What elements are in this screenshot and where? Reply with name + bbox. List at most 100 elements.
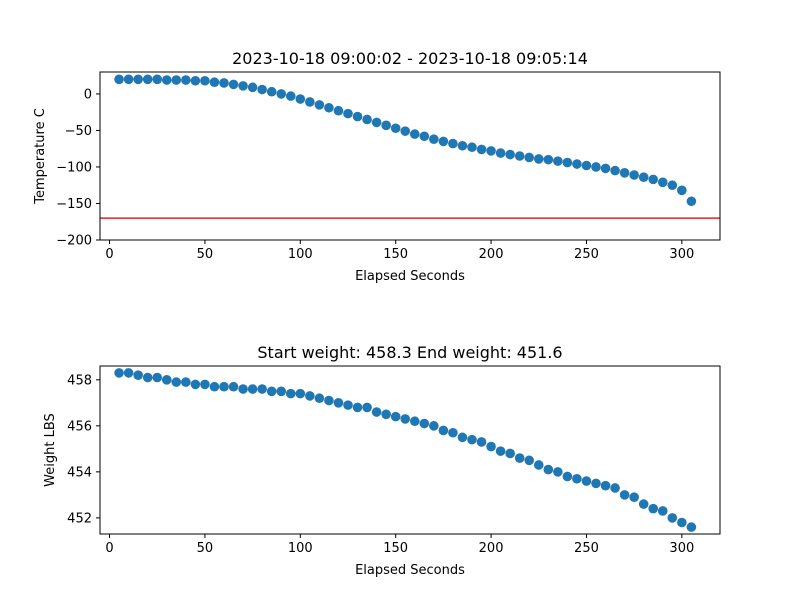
weight-data-point <box>190 379 201 390</box>
weight-data-point <box>457 432 468 443</box>
weight-data-point <box>629 492 639 502</box>
weight-data-point <box>266 386 277 397</box>
temperature-data-point <box>181 75 191 85</box>
temperature-y-tick-label: −100 <box>56 160 92 175</box>
temperature-data-point <box>400 126 411 136</box>
temperature-data-point <box>438 136 449 147</box>
temperature-data-point <box>371 117 382 128</box>
weight-x-tick-label: 200 <box>479 541 504 556</box>
temperature-x-tick-label: 200 <box>479 247 504 262</box>
temperature-data-point <box>486 146 496 156</box>
temperature-x-tick-label: 300 <box>669 247 694 262</box>
weight-y-axis-label: Weight LBS <box>43 413 58 487</box>
weight-data-point <box>486 441 496 452</box>
weight-data-point <box>228 381 239 392</box>
weight-data-point <box>390 411 401 422</box>
weight-data-point <box>543 464 554 475</box>
weight-data-point <box>257 384 267 394</box>
temperature-data-point <box>123 74 134 85</box>
weight-data-point <box>181 377 191 387</box>
temperature-data-point <box>276 89 287 99</box>
weight-data-point <box>409 416 420 427</box>
weight-data-point <box>142 372 153 383</box>
temperature-data-point <box>448 138 458 149</box>
weight-data-point <box>514 453 525 463</box>
weight-data-point <box>324 395 334 406</box>
weight-data-point <box>371 407 382 417</box>
temperature-y-tick-label: 0 <box>84 87 92 102</box>
temperature-data-point <box>629 170 639 180</box>
temperature-data-point <box>142 74 153 85</box>
weight-data-point <box>295 388 306 399</box>
temperature-data-point <box>524 152 535 163</box>
temperature-chart: 2023-10-18 09:00:02 - 2023-10-18 09:05:1… <box>33 49 721 284</box>
weight-x-tick-label: 150 <box>383 541 408 556</box>
weight-data-point <box>314 393 325 404</box>
temperature-data-point <box>419 131 430 142</box>
temperature-data-point <box>362 114 372 125</box>
weight-data-point <box>467 434 477 445</box>
weight-x-tick-label: 50 <box>197 541 214 556</box>
temperature-data-point <box>247 82 258 93</box>
weight-data-point <box>123 368 134 378</box>
weight-marks <box>114 368 697 532</box>
weight-data-point <box>448 427 458 438</box>
temperature-data-point <box>619 168 630 178</box>
temperature-data-point <box>610 165 620 176</box>
temperature-data-point <box>324 102 334 113</box>
weight-x-ticks: 0 50 100 150 200 250 300 <box>105 534 694 556</box>
temperature-data-point <box>505 149 515 160</box>
weight-data-point <box>476 437 487 447</box>
weight-chart-title: Start weight: 458.3 End weight: 451.6 <box>257 343 562 362</box>
weight-x-tick-label: 300 <box>669 541 694 556</box>
weight-data-point <box>209 381 220 392</box>
weight-data-point <box>648 503 659 514</box>
temperature-data-point <box>409 129 420 139</box>
temperature-data-point <box>352 111 363 122</box>
weight-data-point <box>305 391 315 401</box>
temperature-marks <box>100 74 720 219</box>
temperature-x-axis-label: Elapsed Seconds <box>355 269 465 284</box>
weight-data-point <box>619 490 630 500</box>
weight-data-point <box>276 386 287 397</box>
temperature-data-point <box>171 75 182 85</box>
weight-y-tick-label: 452 <box>67 511 92 526</box>
weight-data-point <box>285 388 296 399</box>
temperature-plot-frame <box>99 71 721 241</box>
weight-x-axis-label: Elapsed Seconds <box>355 563 465 578</box>
weight-x-tick-label: 250 <box>574 541 599 556</box>
weight-data-point <box>171 377 182 387</box>
temperature-data-point <box>209 77 220 88</box>
temperature-x-tick-label: 50 <box>197 247 214 262</box>
temperature-data-point <box>314 100 325 110</box>
temperature-x-tick-label: 250 <box>574 247 599 262</box>
temperature-y-tick-label: −150 <box>56 197 92 212</box>
weight-data-point <box>343 400 353 410</box>
temperature-y-tick-label: −50 <box>65 124 92 139</box>
temperature-data-point <box>429 134 439 144</box>
temperature-x-tick-label: 150 <box>383 247 408 262</box>
weight-data-point <box>610 483 620 493</box>
temperature-data-point <box>285 91 296 101</box>
weight-data-point <box>352 402 363 413</box>
weight-data-point <box>238 384 248 394</box>
temperature-chart-title: 2023-10-18 09:00:02 - 2023-10-18 09:05:1… <box>232 49 588 68</box>
temperature-data-point <box>305 97 315 107</box>
temperature-data-point <box>686 196 697 207</box>
temperature-data-point <box>495 148 506 158</box>
weight-data-point <box>429 421 439 431</box>
temperature-data-point <box>476 144 487 155</box>
temperature-x-tick-label: 0 <box>105 247 113 262</box>
weight-chart: Start weight: 458.3 End weight: 451.6 El… <box>43 343 721 578</box>
temperature-data-point <box>572 159 582 169</box>
weight-data-point <box>667 513 678 523</box>
temperature-y-axis-label: Temperature C <box>33 108 48 205</box>
temperature-data-point <box>114 74 124 85</box>
temperature-data-point <box>333 105 344 116</box>
temperature-y-ticks: 0 −50 −100 −150 −200 <box>56 87 100 249</box>
temperature-data-point <box>266 86 277 97</box>
weight-y-tick-label: 458 <box>67 373 92 388</box>
temperature-data-point <box>591 162 601 172</box>
weight-data-point <box>524 455 535 466</box>
